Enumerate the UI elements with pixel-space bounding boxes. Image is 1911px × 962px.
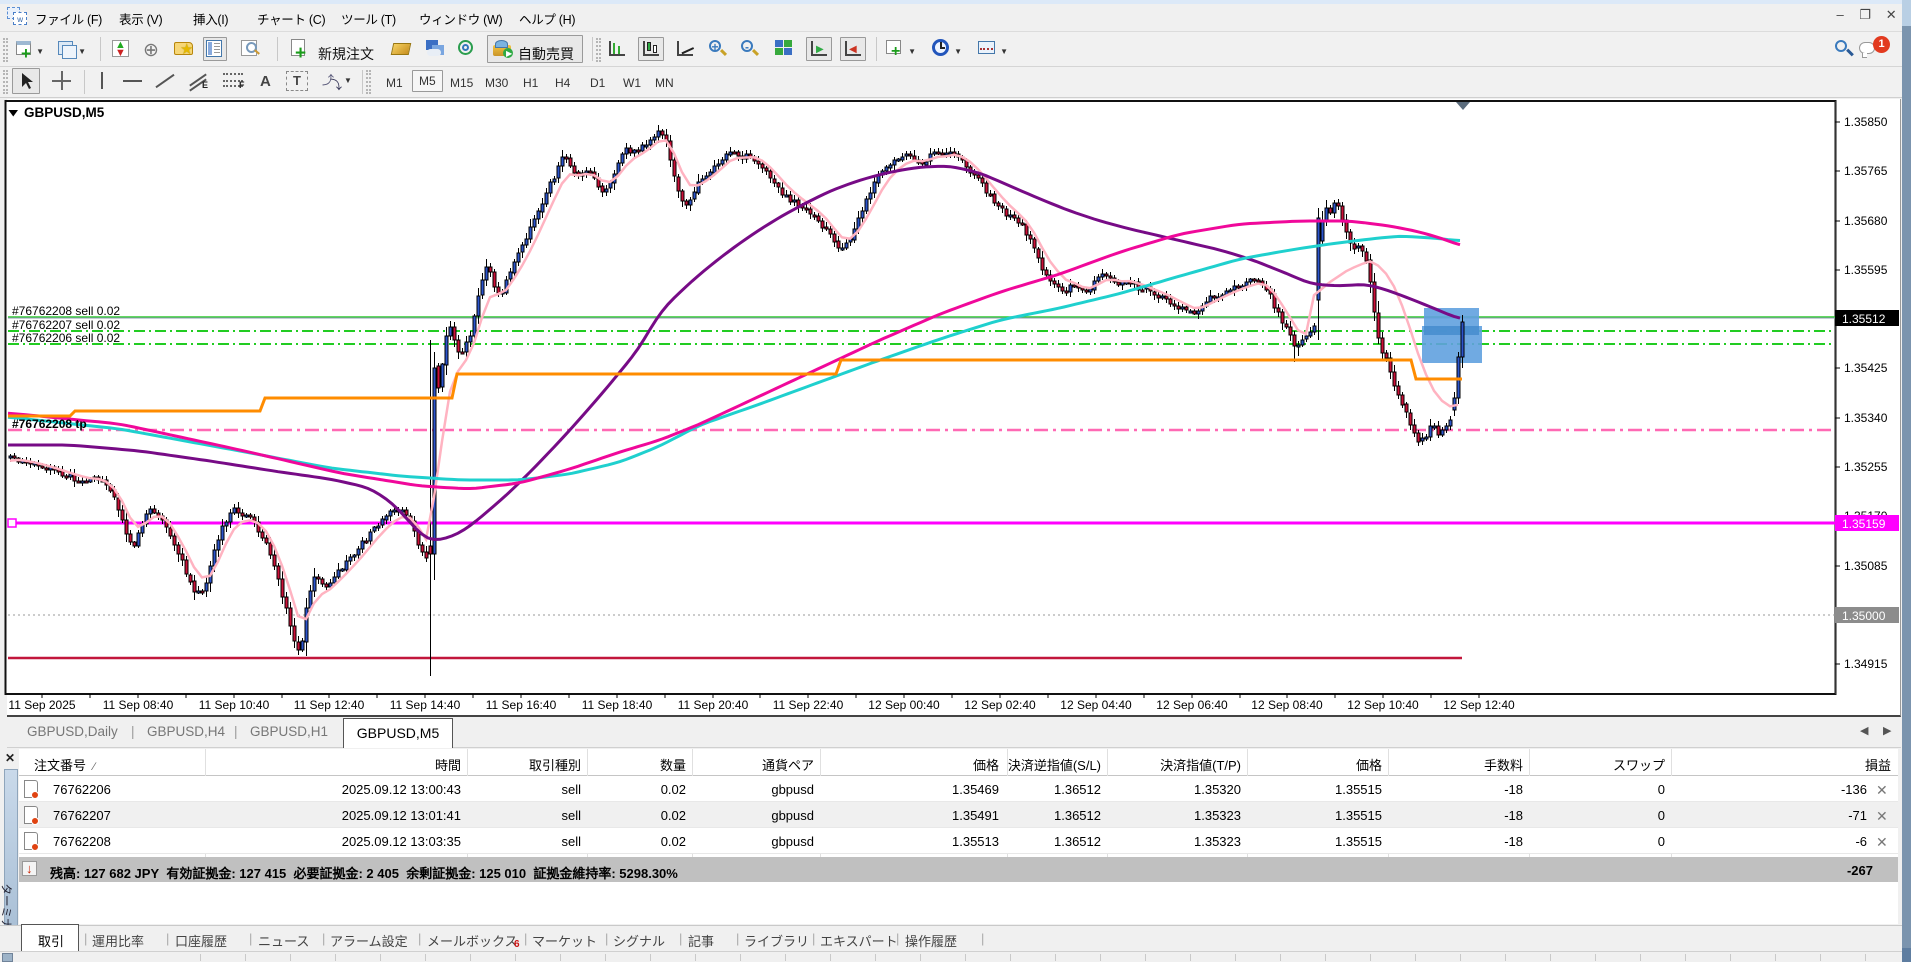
svg-text:#76762206 sell 0.02: #76762206 sell 0.02 xyxy=(12,331,120,345)
svg-text:1.35340: 1.35340 xyxy=(1844,411,1888,425)
svg-text:1.35425: 1.35425 xyxy=(1844,361,1888,375)
svg-text:GBPUSD,M5: GBPUSD,M5 xyxy=(24,105,105,120)
svg-text:12 Sep 02:40: 12 Sep 02:40 xyxy=(964,698,1036,712)
svg-text:11 Sep 20:40: 11 Sep 20:40 xyxy=(678,698,749,712)
svg-text:11 Sep 10:40: 11 Sep 10:40 xyxy=(199,698,270,712)
svg-text:11 Sep 2025: 11 Sep 2025 xyxy=(8,698,75,712)
svg-text:#76762208 tp: #76762208 tp xyxy=(12,417,87,431)
svg-text:12 Sep 12:40: 12 Sep 12:40 xyxy=(1443,698,1515,712)
svg-text:1.35850: 1.35850 xyxy=(1844,115,1888,129)
svg-text:1.35765: 1.35765 xyxy=(1844,164,1888,178)
svg-text:12 Sep 08:40: 12 Sep 08:40 xyxy=(1251,698,1323,712)
svg-text:1.35595: 1.35595 xyxy=(1844,263,1888,277)
svg-text:12 Sep 06:40: 12 Sep 06:40 xyxy=(1156,698,1228,712)
svg-text:1.35159: 1.35159 xyxy=(1842,517,1886,531)
svg-text:12 Sep 04:40: 12 Sep 04:40 xyxy=(1060,698,1132,712)
svg-text:12 Sep 00:40: 12 Sep 00:40 xyxy=(868,698,940,712)
svg-text:1.35000: 1.35000 xyxy=(1842,609,1886,623)
svg-text:1.35085: 1.35085 xyxy=(1844,559,1888,573)
svg-text:11 Sep 14:40: 11 Sep 14:40 xyxy=(390,698,461,712)
svg-text:11 Sep 18:40: 11 Sep 18:40 xyxy=(582,698,653,712)
svg-text:11 Sep 22:40: 11 Sep 22:40 xyxy=(773,698,844,712)
svg-text:11 Sep 12:40: 11 Sep 12:40 xyxy=(294,698,365,712)
svg-text:1.35680: 1.35680 xyxy=(1844,214,1888,228)
svg-text:11 Sep 16:40: 11 Sep 16:40 xyxy=(486,698,557,712)
svg-text:1.35512: 1.35512 xyxy=(1842,312,1886,326)
svg-text:1.34915: 1.34915 xyxy=(1844,657,1888,671)
svg-text:12 Sep 10:40: 12 Sep 10:40 xyxy=(1347,698,1419,712)
svg-text:#76762208 sell 0.02: #76762208 sell 0.02 xyxy=(12,304,120,318)
svg-text:1.35255: 1.35255 xyxy=(1844,460,1888,474)
svg-text:11 Sep 08:40: 11 Sep 08:40 xyxy=(103,698,174,712)
svg-text:#76762207 sell 0.02: #76762207 sell 0.02 xyxy=(12,318,120,332)
